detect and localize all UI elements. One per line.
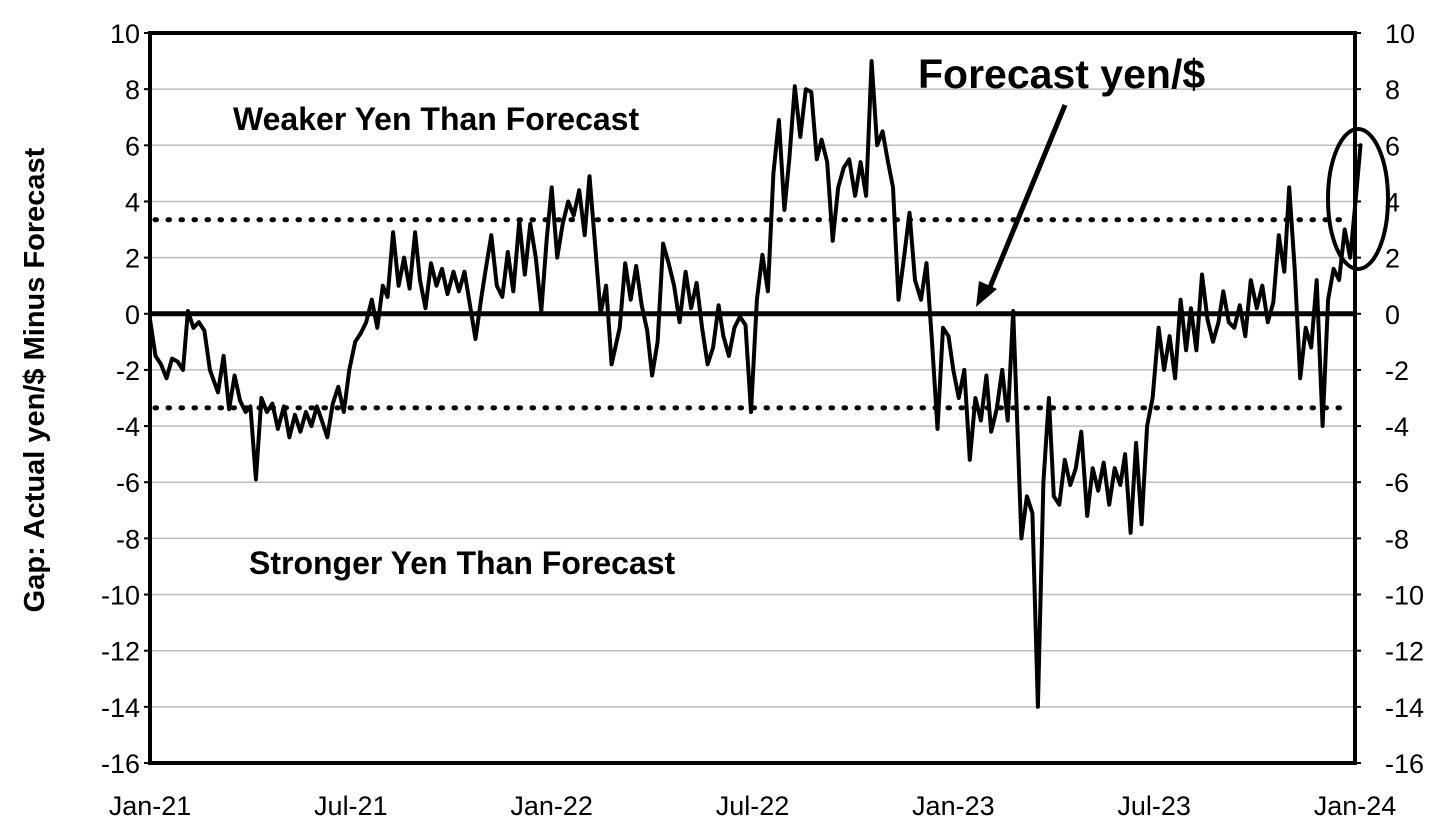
y-tick-label-left: 0 [125, 300, 140, 330]
y-tick-label-left: -2 [116, 356, 140, 386]
y-tick-label-left: -12 [101, 637, 140, 667]
x-tick-label: Jul-22 [716, 791, 790, 821]
x-tick-label: Jan-22 [510, 791, 593, 821]
x-tick-label: Jan-24 [1314, 791, 1397, 821]
y-tick-label-left: -6 [116, 468, 140, 498]
y-tick-label-right: 10 [1385, 19, 1415, 49]
y-tick-label-right: -14 [1385, 693, 1424, 723]
x-tick-label: Jan-21 [109, 791, 192, 821]
y-tick-label-left: -10 [101, 581, 140, 611]
y-tick-label-left: 8 [125, 75, 140, 105]
y-tick-label-right: -2 [1385, 356, 1409, 386]
x-tick-label: Jul-23 [1117, 791, 1191, 821]
y-tick-label-right: -6 [1385, 468, 1409, 498]
x-axis: Jan-21 Jul-21 Jan-22 Jul-22 Jan-23 Jul-23 Jan-… [109, 791, 1397, 821]
annotation-forecast: Forecast yen/$ [918, 51, 1205, 97]
annotation-weaker-yen: Weaker Yen Than Forecast [233, 101, 639, 137]
y-tick-label-left: -8 [116, 524, 140, 554]
plot-frame [148, 31, 1357, 765]
y-tick-label-right: 6 [1385, 131, 1400, 161]
y-tick-label-right: -10 [1385, 581, 1424, 611]
y-tick-label-right: 8 [1385, 75, 1400, 105]
y-axis-title: Gap: Actual yen/$ Minus Forecast [19, 147, 51, 612]
forecast-arrow [976, 104, 1068, 307]
y-axis-left: 10 8 6 4 2 0 -2 -4 -6 -8 -10 -12 -14 -16 [101, 19, 140, 779]
y-tick-label-left: -4 [116, 412, 140, 442]
annotation-stronger-yen: Stronger Yen Than Forecast [249, 545, 676, 581]
y-tick-label-right: 0 [1385, 300, 1400, 330]
y-tick-label-left: 4 [125, 187, 140, 217]
series [148, 59, 1363, 709]
y-tick-label-left: 10 [110, 19, 140, 49]
y-tick-label-right: -8 [1385, 524, 1409, 554]
y-tick-label-right: 2 [1385, 244, 1400, 274]
axis-tick-marks [144, 32, 1361, 764]
y-tick-label-right: -12 [1385, 637, 1424, 667]
y-tick-label-left: 6 [125, 131, 140, 161]
x-tick-label: Jan-23 [912, 791, 995, 821]
y-tick-label-left: 2 [125, 244, 140, 274]
latest-value-highlight [1326, 127, 1390, 271]
y-tick-label-right: -4 [1385, 412, 1409, 442]
y-tick-label-left: -16 [101, 749, 140, 779]
y-tick-label-right: -16 [1385, 749, 1424, 779]
x-tick-label: Jul-21 [314, 791, 388, 821]
series-line [148, 59, 1363, 709]
y-tick-label-left: -14 [101, 693, 140, 723]
